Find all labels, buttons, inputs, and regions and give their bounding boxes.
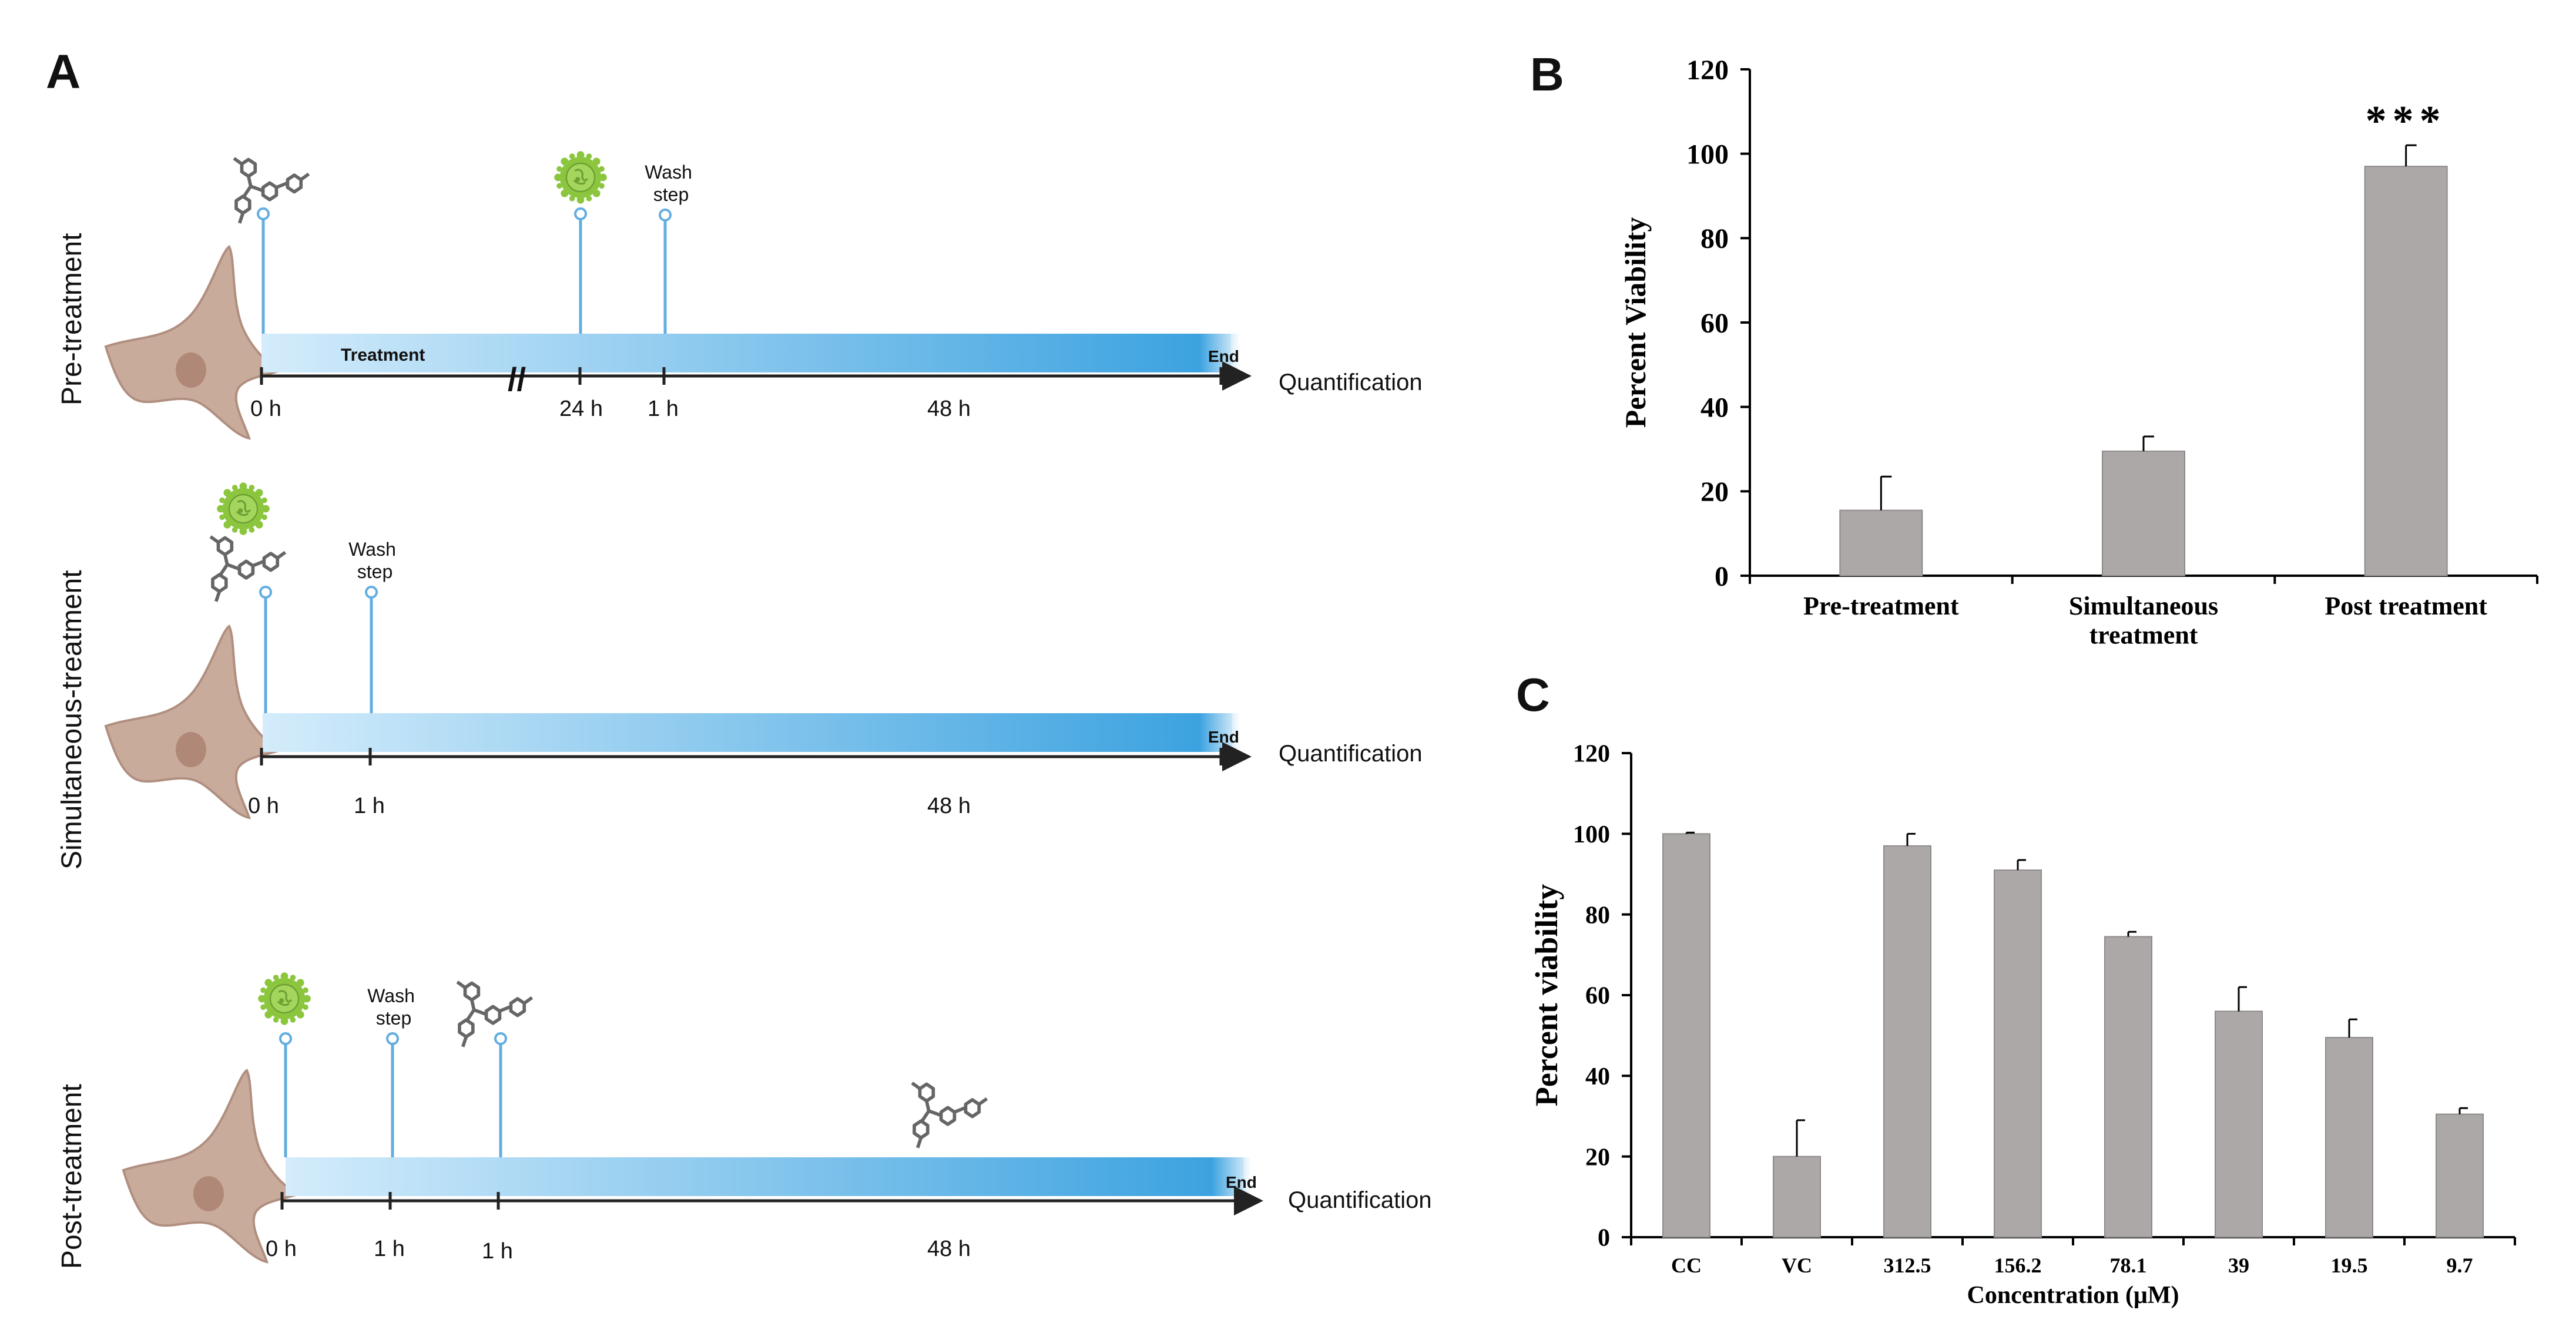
bar — [1662, 833, 1710, 1238]
tick-48h: 48 h — [927, 1237, 971, 1261]
tick-1h: 1 h — [374, 1237, 405, 1261]
virus-icon — [257, 971, 312, 1026]
bar — [1883, 845, 1931, 1238]
molecule-icon — [234, 159, 308, 223]
y-axis-label: Percent viability — [1529, 884, 1564, 1106]
bar — [2325, 1037, 2373, 1238]
timeline-band — [263, 713, 1232, 752]
timeline-pre-treatment: Pre-treatment Treatment // End Quantific… — [56, 150, 1423, 439]
y-tick-label: 40 — [1585, 1063, 1610, 1090]
bar — [2436, 1113, 2484, 1238]
row-title-pre: Pre-treatment — [56, 233, 88, 405]
row-title-post: Post-treatment — [56, 1084, 88, 1269]
tick-1h: 1 h — [354, 794, 385, 818]
category-label: Post treatment — [2325, 592, 2487, 620]
row-title-simultaneous: Simultaneous-treatment — [56, 570, 88, 869]
bar — [2102, 451, 2185, 577]
end-label: End — [1226, 1173, 1257, 1191]
molecule-icon — [912, 1083, 987, 1148]
chart-c: 0 20 40 60 80 100 120 CC VC 312.5 156.2 78.1 39 19.5 9… — [1529, 741, 2516, 1309]
y-tick-label: 40 — [1700, 392, 1729, 423]
panel-label-b: B — [1530, 48, 1564, 100]
y-tick-label: 0 — [1598, 1225, 1610, 1252]
tick-48h: 48 h — [927, 794, 971, 818]
wash-step-label: Wash step — [367, 985, 420, 1029]
y-tick-label: 120 — [1686, 55, 1729, 86]
category-label: Simultaneous — [2069, 592, 2218, 620]
bar — [2364, 166, 2448, 576]
y-tick-label: 80 — [1700, 223, 1729, 254]
category-label: treatment — [2089, 620, 2198, 649]
end-label: End — [1208, 728, 1239, 746]
y-tick-label: 20 — [1585, 1144, 1610, 1171]
category-label: 156.2 — [1994, 1254, 2042, 1277]
tick-1h: 1 h — [648, 397, 679, 421]
tick-1h-second: 1 h — [482, 1239, 513, 1264]
y-tick-label: 0 — [1715, 561, 1729, 592]
wash-step-label: Wash step — [348, 539, 401, 582]
y-axis-label: Percent Viability — [1619, 217, 1652, 428]
quantification-label: Quantification — [1279, 741, 1423, 767]
bar — [1839, 509, 1923, 576]
category-label: 9.7 — [2447, 1254, 2473, 1277]
category-label: CC — [1671, 1254, 1702, 1277]
y-tick-label: 120 — [1573, 741, 1610, 768]
timeline-band — [261, 334, 1231, 372]
end-label: End — [1208, 347, 1239, 365]
bar — [1994, 869, 2042, 1238]
virus-icon — [216, 481, 271, 536]
cell-icon — [105, 625, 283, 819]
bar — [1773, 1156, 1821, 1238]
timeline-post-treatment: Post-treatment End Quantification 0 h 1 … — [56, 971, 1432, 1269]
panel-label-a: A — [46, 45, 80, 99]
band-label-treatment: Treatment — [341, 345, 425, 365]
tick-0h: 0 h — [266, 1237, 297, 1261]
y-tick-label: 60 — [1585, 983, 1610, 1010]
y-tick-label: 100 — [1686, 139, 1729, 170]
wash-step-label: Wash step — [645, 162, 697, 205]
category-label: 19.5 — [2331, 1254, 2368, 1277]
category-label: 39 — [2228, 1254, 2249, 1277]
quantification-label: Quantification — [1288, 1187, 1432, 1213]
tick-0h: 0 h — [250, 397, 281, 421]
quantification-label: Quantification — [1279, 370, 1423, 395]
x-axis-label: Concentration (μM) — [1967, 1282, 2179, 1309]
y-tick-label: 20 — [1700, 476, 1729, 508]
chart-b: 0 20 40 60 80 100 120 Pre-treatment Simultaneous… — [1619, 55, 2538, 649]
timeline-simultaneous-treatment: Simultaneous-treatment End Quantificatio… — [56, 481, 1423, 869]
category-label: 78.1 — [2110, 1254, 2147, 1277]
break-mark: // — [508, 361, 526, 398]
tick-24h: 24 h — [559, 397, 603, 421]
panel-label-c: C — [1516, 669, 1550, 721]
cell-icon — [122, 1069, 301, 1263]
tick-48h: 48 h — [927, 397, 971, 421]
category-label: VC — [1782, 1254, 1812, 1277]
bar — [2215, 1010, 2263, 1238]
virus-icon — [553, 150, 608, 205]
bar — [2104, 936, 2152, 1238]
tick-0h: 0 h — [248, 794, 279, 818]
y-tick-label: 80 — [1585, 902, 1610, 929]
significance-annotation: *** — [2366, 97, 2447, 144]
y-tick-label: 60 — [1700, 308, 1729, 339]
category-label: Pre-treatment — [1803, 592, 1959, 620]
y-tick-label: 100 — [1573, 821, 1610, 848]
timeline-band — [286, 1157, 1243, 1196]
category-label: 312.5 — [1884, 1254, 1931, 1277]
molecule-icon — [210, 537, 285, 602]
